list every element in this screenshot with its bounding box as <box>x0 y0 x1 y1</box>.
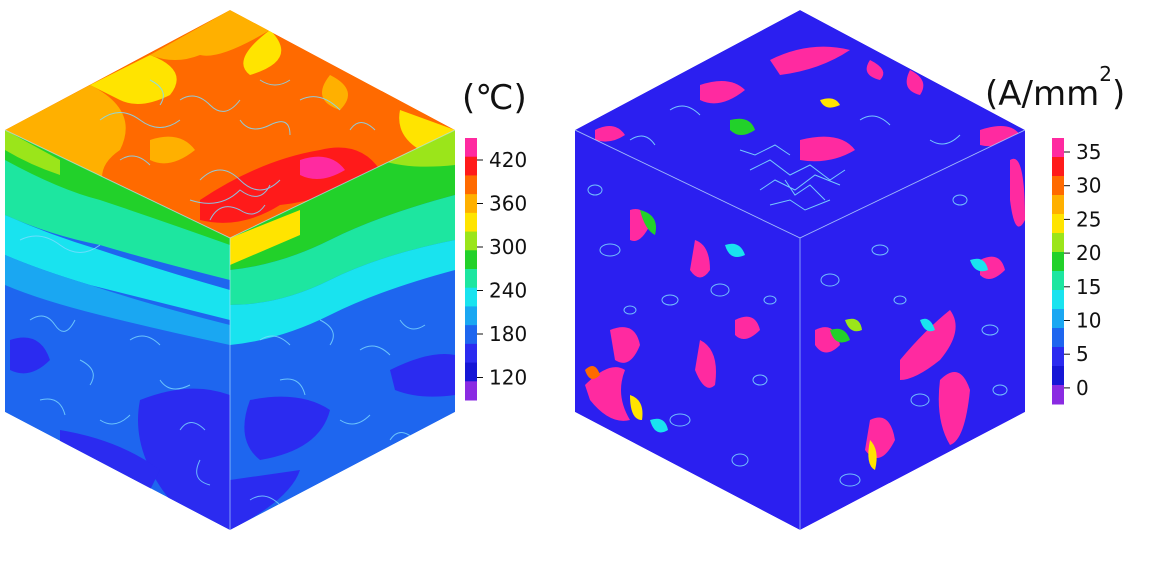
colorbar-tick-label: 0 <box>1076 376 1089 400</box>
colorbar-tick-label: 300 <box>489 235 527 259</box>
colorbar-tick-label: 120 <box>489 366 527 390</box>
colorbar-swatch <box>1052 271 1064 291</box>
colorbar-swatch <box>465 362 477 382</box>
colorbar-swatch <box>465 138 477 158</box>
current-density-unit-label: (A/mm2) <box>985 62 1125 114</box>
temperature-colorbar: 420 360 300 240 180 120 <box>465 138 527 401</box>
temperature-unit-label: (℃) <box>462 78 527 118</box>
colorbar-tick-label: 35 <box>1076 140 1101 164</box>
cube-left-face <box>575 130 800 530</box>
colorbar-swatch <box>465 287 477 307</box>
temperature-panel: 420 360 300 240 180 120 (℃) <box>0 0 560 568</box>
unit-exponent: 2 <box>1099 62 1112 86</box>
colorbar-swatch <box>1052 385 1064 405</box>
cube-right-face <box>800 130 1025 530</box>
colorbar-swatch <box>1052 138 1064 158</box>
colorbar-swatch <box>465 175 477 195</box>
colorbar-swatch <box>1052 214 1064 234</box>
colorbar-swatch <box>1052 347 1064 367</box>
colorbar-tick-label: 15 <box>1076 275 1101 299</box>
colorbar-swatch <box>1052 157 1064 177</box>
colorbar-swatch <box>465 156 477 176</box>
colorbar-swatch <box>1052 328 1064 348</box>
colorbar-swatch <box>465 343 477 364</box>
colorbar-swatch <box>1052 309 1064 329</box>
colorbar-tick-label: 25 <box>1076 207 1101 231</box>
current-density-colorbar: 35 30 25 20 15 10 5 0 <box>1052 138 1101 405</box>
colorbar-swatch <box>465 212 477 233</box>
temperature-cube: 420 360 300 240 180 120 <box>4 10 527 530</box>
colorbar-tick-label: 360 <box>489 192 527 216</box>
colorbar-tick-label: 20 <box>1076 241 1101 265</box>
colorbar-swatch <box>1052 176 1064 196</box>
colorbar-swatch <box>1052 366 1064 386</box>
colorbar-tick-label: 420 <box>489 148 527 172</box>
colorbar-swatch <box>1052 252 1064 272</box>
unit-base: (A/mm <box>985 74 1100 114</box>
colorbar-swatch <box>465 231 477 251</box>
cube-top-face <box>5 10 455 238</box>
colorbar-tick-label: 180 <box>489 322 527 346</box>
colorbar-swatch <box>465 194 477 214</box>
colorbar-tick-label: 30 <box>1076 174 1101 198</box>
colorbar-swatch <box>465 381 477 401</box>
colorbar-swatch <box>465 306 477 326</box>
colorbar-swatch <box>1052 290 1064 310</box>
colorbar-swatch <box>465 325 477 345</box>
colorbar-swatch <box>1052 195 1064 215</box>
current-density-panel: 35 30 25 20 15 10 5 0 (A/mm2) <box>570 0 1159 568</box>
colorbar-swatch <box>465 250 477 270</box>
colorbar-tick-label: 5 <box>1076 342 1089 366</box>
colorbar-tick-label: 10 <box>1076 309 1101 333</box>
colorbar-tick-label: 240 <box>489 279 527 303</box>
unit-close: ) <box>1111 74 1126 114</box>
colorbar-swatch <box>465 269 477 289</box>
cube-left-face <box>5 130 230 530</box>
colorbar-swatch <box>1052 233 1064 253</box>
current-density-cube: 35 30 25 20 15 10 5 0 <box>574 10 1101 530</box>
